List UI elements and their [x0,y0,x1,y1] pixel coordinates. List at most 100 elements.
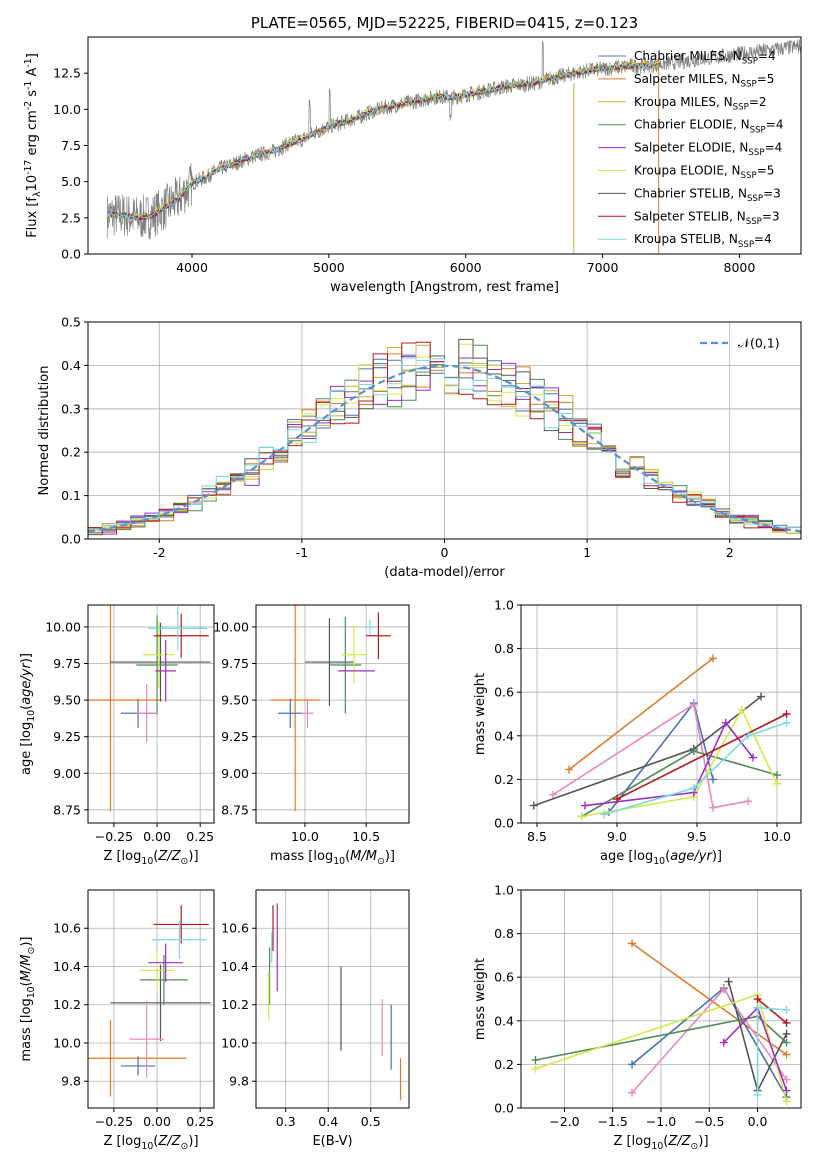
weight-line [631,942,787,1056]
model-line [107,60,661,221]
y-tick-label: 10.2 [221,997,249,1012]
histogram-step [88,357,801,537]
normal-curve [88,364,801,533]
y-axis-label: mass [log10(M/M⊙)] [19,937,37,1062]
x-tick-label: 4000 [176,260,208,275]
y-axis-label: mass weight [473,958,488,1040]
panel-5: −0.25 0.00 0.25 9.8 10.0 10.2 10.4 10.6 Z [log10… [19,889,215,1152]
errorbar-point [136,615,178,715]
y-tick-label: 0.2 [61,445,81,460]
y-tick-label: 9.50 [221,693,249,708]
y-tick-label: 0.2 [494,772,514,787]
y-tick-label: 9.25 [221,729,249,744]
x-tick-label: 7000 [587,260,619,275]
errorbar-point [110,964,211,1042]
errorbar-point [304,618,354,706]
observed-spectrum [106,39,801,240]
gridlines [88,605,214,823]
model-line [106,62,661,221]
legend-label: Kroupa ELODIE, NSSP=5 [634,164,774,182]
x-tick-label: 0 [441,545,449,560]
x-tick-label: 0.4 [318,1114,338,1129]
errorbar-point [148,943,183,982]
y-tick-label: 2.5 [61,210,81,225]
errorbar-point [153,905,209,944]
x-tick-label: −0.5 [694,1114,724,1129]
errorbar-point [151,920,208,959]
gridlines [88,890,214,1108]
gridlines [88,321,801,540]
panel-7: −2.0 −1.5 −1.0 −0.5 0.0 0.0 0.2 0.4 0.6 0.8 1.0 Z [… [473,883,802,1152]
weight-line [584,721,754,807]
errorbar-point [270,605,320,812]
plot-area [88,605,211,812]
x-tick-label: 9.5 [687,829,707,844]
errorbar-point [120,1056,156,1076]
errorbar-point [363,619,376,635]
panel-2: −0.25 0.00 0.25 8.75 9.00 9.25 9.50 9.75 10.00 Z … [19,604,215,867]
x-tick-label: 9.0 [607,829,627,844]
x-tick-label: -1 [296,545,308,560]
x-tick-label: 0.25 [186,1114,214,1129]
y-tick-label: 0.3 [61,401,81,416]
weight-line [603,721,787,816]
weight-line [581,750,778,818]
y-tick-label: 12.5 [53,66,81,81]
x-tick-label: −1.0 [646,1114,676,1129]
weight-line [757,998,788,1024]
x-tick-label: 10.0 [763,829,791,844]
weight-series [529,692,765,810]
x-tick-label: 2 [726,545,734,560]
y-tick-label: 0.4 [61,358,81,373]
errorbar-point [88,605,163,812]
model-line [106,59,661,221]
model-line [106,60,661,219]
x-axis-label: Z [log10(Z/Z⊙)] [103,1134,198,1152]
errorbar-point [129,1000,164,1078]
x-tick-label: −0.25 [95,1114,133,1129]
x-tick-label: −0.25 [95,829,133,844]
model-line [107,61,661,222]
weight-series [613,710,791,804]
plot-area [88,905,211,1097]
errorbar-point [278,698,303,728]
y-tick-label: 7.5 [61,138,81,153]
errorbar-point [155,640,177,702]
weight-line [616,713,787,800]
x-tick-label: 6000 [450,260,482,275]
errorbar-point [153,613,209,658]
legend-label: Chabrier ELODIE, NSSP=4 [634,118,783,136]
weight-line [533,695,762,807]
y-tick-label: 0.2 [494,1057,514,1072]
weight-series [628,985,791,1097]
legend-label: 𝒩(0,1) [738,336,780,351]
y-tick-label: 10.4 [53,959,81,974]
weight-line [552,702,749,809]
y-tick-label: 9.50 [53,693,81,708]
weight-series [600,718,791,819]
y-tick-label: 10.6 [221,921,249,936]
x-axis-label: Z [log10(Z/Z⊙)] [613,1134,708,1152]
weight-series [628,939,791,1059]
y-tick-label: 0.0 [61,532,81,547]
legend-label: Kroupa MILES, NSSP=2 [634,95,767,113]
panel-6: 0.3 0.4 0.5 9.8 10.0 10.2 10.4 10.6 E(B-V) [221,889,410,1149]
y-tick-label: 10.4 [221,959,249,974]
errorbar-point [329,616,362,714]
legend-label: Salpeter MILES, NSSP=5 [634,72,774,90]
x-tick-label: 1 [583,545,591,560]
plot-area [531,939,791,1106]
panel-3: 10.0 10.5 8.75 9.00 9.25 9.50 9.75 10.00 mass [l… [213,604,410,867]
y-tick-label: 10.2 [53,997,81,1012]
x-tick-label: 8000 [724,260,756,275]
y-tick-label: 0.1 [61,488,81,503]
axes-frame [255,604,410,824]
weight-line [723,1006,788,1091]
x-tick-label: −1.5 [598,1114,628,1129]
y-tick-label: 9.75 [221,656,249,671]
x-axis-label: Z [log10(Z/Z⊙)] [103,849,198,867]
x-axis-label: E(B-V) [312,1134,352,1149]
x-axis-label: wavelength [Angstrom, rest frame] [330,280,559,295]
plot-area [268,903,402,1101]
